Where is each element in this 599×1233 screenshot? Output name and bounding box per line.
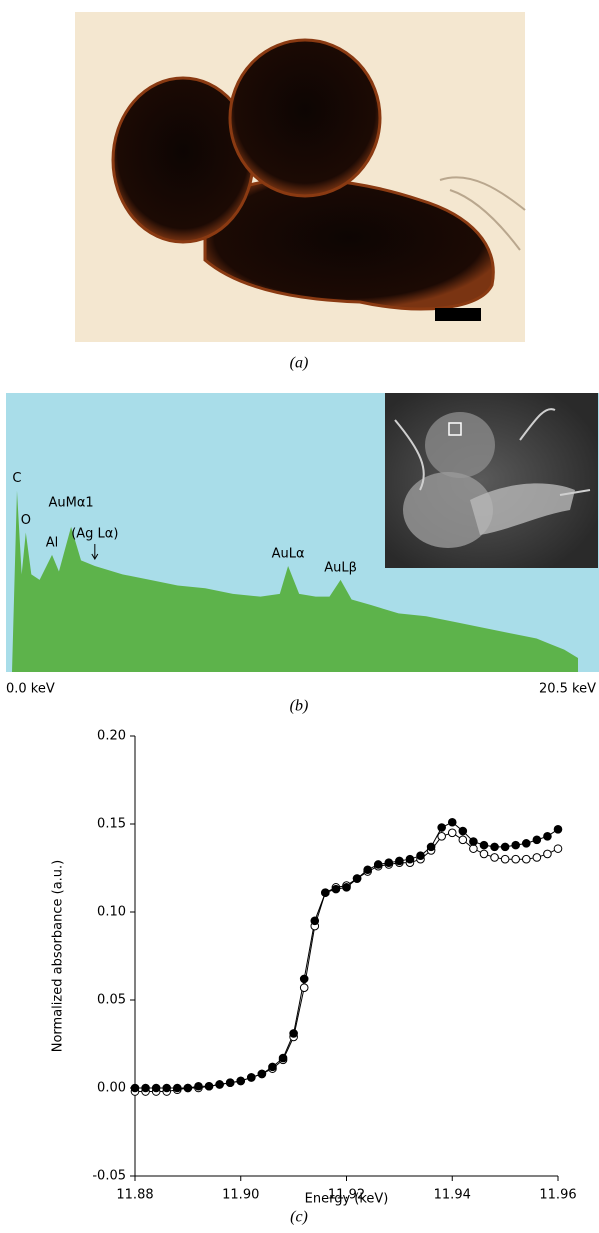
panel-label: (a) <box>290 355 309 372</box>
data-point <box>289 1029 298 1038</box>
data-point <box>543 849 552 859</box>
data-point <box>257 1069 267 1079</box>
spectrum-area <box>12 490 578 672</box>
data-point <box>500 842 510 852</box>
x-tick-label: 20.5 keV <box>539 682 596 697</box>
annotation: C <box>12 471 21 486</box>
micrograph <box>75 12 526 342</box>
data-point <box>162 1083 172 1093</box>
data-point <box>511 840 521 850</box>
data-point <box>437 832 446 841</box>
x-axis-label: Energy (keV) <box>305 1192 389 1207</box>
y-tick-label: 0.15 <box>97 817 126 832</box>
x-tick-label: 0.0 keV <box>6 682 55 697</box>
data-point <box>447 828 457 838</box>
annotation: AuLα <box>272 546 305 561</box>
data-point <box>194 1081 203 1091</box>
data-point <box>490 853 499 862</box>
x-tick-label: 11.92 <box>328 1188 365 1203</box>
x-tick-label: 11.96 <box>539 1188 576 1203</box>
y-tick-label: 0.05 <box>97 993 126 1008</box>
data-point <box>342 883 351 892</box>
data-point <box>553 844 563 853</box>
data-point <box>278 1053 288 1063</box>
annotation: AuMα1 <box>48 495 93 510</box>
data-point <box>204 1081 214 1091</box>
y-tick-label: -0.05 <box>92 1169 126 1184</box>
x-tick-label: 11.90 <box>222 1188 259 1203</box>
data-point <box>500 854 510 864</box>
annotation: Al <box>46 535 59 550</box>
data-point <box>215 1080 224 1089</box>
y-tick-label: 0.20 <box>97 729 126 744</box>
data-point <box>458 835 468 845</box>
y-axis-label: Normalized absorbance (a.u.) <box>51 860 66 1053</box>
data-point <box>321 888 330 897</box>
panel-label: (c) <box>290 1209 308 1226</box>
data-point <box>479 849 489 859</box>
data-point <box>416 851 425 860</box>
data-point <box>532 853 542 862</box>
data-point <box>352 874 362 883</box>
annotation: O <box>21 513 31 528</box>
x-tick-label: 11.94 <box>434 1188 471 1203</box>
data-point <box>363 865 372 875</box>
data-point <box>521 854 531 864</box>
data-point <box>532 835 542 845</box>
data-point <box>236 1076 246 1086</box>
data-point <box>437 823 446 832</box>
y-tick-label: 0.10 <box>97 905 126 920</box>
data-point <box>479 840 489 850</box>
data-point <box>247 1073 256 1082</box>
data-point <box>310 916 320 926</box>
data-point <box>299 983 309 992</box>
data-point <box>141 1083 150 1093</box>
data-point <box>447 817 457 827</box>
data-point <box>373 860 383 869</box>
data-point <box>173 1083 182 1093</box>
data-point <box>426 842 436 852</box>
data-point <box>553 824 563 834</box>
data-point <box>469 837 478 846</box>
data-point <box>384 858 394 868</box>
data-point <box>395 856 404 866</box>
annotation: (Ag Lα) <box>71 526 118 541</box>
data-point <box>405 854 415 864</box>
panel-label: (b) <box>290 698 309 715</box>
data-point <box>183 1083 193 1093</box>
data-point <box>130 1083 140 1093</box>
data-point <box>151 1083 161 1093</box>
data-point <box>331 884 341 894</box>
data-point <box>543 832 552 841</box>
data-point <box>268 1062 277 1072</box>
x-tick-label: 11.88 <box>116 1188 153 1203</box>
data-point <box>469 844 478 853</box>
series-line <box>135 832 559 1093</box>
data-point <box>458 826 468 836</box>
series-line <box>135 821 559 1089</box>
data-point <box>490 842 499 852</box>
y-tick-label: 0.00 <box>97 1081 126 1096</box>
data-point <box>521 839 531 848</box>
data-point <box>225 1078 235 1088</box>
xanes-panel: -0.05 0.00 0.05 0.10 0.15 0.20 11.88 11.90 11.92… <box>51 729 577 1207</box>
data-point <box>511 854 521 864</box>
annotation-arrow-head <box>91 553 99 560</box>
sem-inset <box>385 393 598 568</box>
annotation: AuLβ <box>324 560 357 575</box>
data-point <box>299 974 309 984</box>
